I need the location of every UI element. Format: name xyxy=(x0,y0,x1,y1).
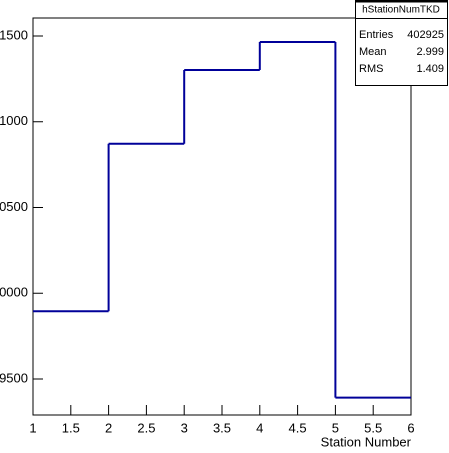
y-tick-label: 80500 xyxy=(0,199,28,214)
stats-label: Mean xyxy=(359,46,387,58)
x-tick-label: 6 xyxy=(407,420,414,435)
y-tick-label: 79500 xyxy=(0,370,28,385)
stats-value: 1.409 xyxy=(416,63,444,75)
y-tick-label: 80000 xyxy=(0,285,28,300)
x-tick-label: 1.5 xyxy=(62,420,80,435)
x-axis-title: Station Number xyxy=(321,434,412,449)
y-tick-label: 81500 xyxy=(0,27,28,42)
stats-label: RMS xyxy=(359,63,383,75)
x-tick-label: 4 xyxy=(256,420,263,435)
stats-frame xyxy=(355,0,448,86)
x-tick-label: 3 xyxy=(181,420,188,435)
stats-label: Entries xyxy=(359,29,394,41)
stats-title: hStationNumTKD xyxy=(362,5,440,16)
x-tick-label: 5 xyxy=(332,420,339,435)
stats-value: 2.999 xyxy=(416,46,444,58)
y-tick-label: 81000 xyxy=(0,113,28,128)
plot-frame xyxy=(32,17,412,416)
x-tick-label: 4.5 xyxy=(289,420,307,435)
x-tick-label: 3.5 xyxy=(213,420,231,435)
stats-box: hStationNumTKD xyxy=(355,0,448,86)
x-tick-label: 1 xyxy=(29,420,36,435)
x-tick-label: 5.5 xyxy=(364,420,382,435)
stats-shadow xyxy=(355,0,448,3)
x-tick-label: 2 xyxy=(105,420,112,435)
stats-value: 402925 xyxy=(407,29,444,41)
x-tick-label: 2.5 xyxy=(137,420,155,435)
